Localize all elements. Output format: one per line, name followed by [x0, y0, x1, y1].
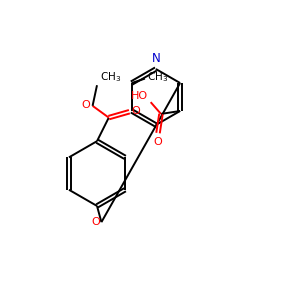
Text: CH$_3$: CH$_3$ [147, 70, 169, 84]
Text: N: N [152, 52, 160, 65]
Text: O: O [154, 136, 162, 147]
Text: O: O [132, 106, 140, 116]
Text: O: O [82, 100, 90, 110]
Text: O: O [91, 217, 100, 227]
Text: HO: HO [131, 91, 148, 101]
Text: CH$_3$: CH$_3$ [100, 70, 121, 84]
